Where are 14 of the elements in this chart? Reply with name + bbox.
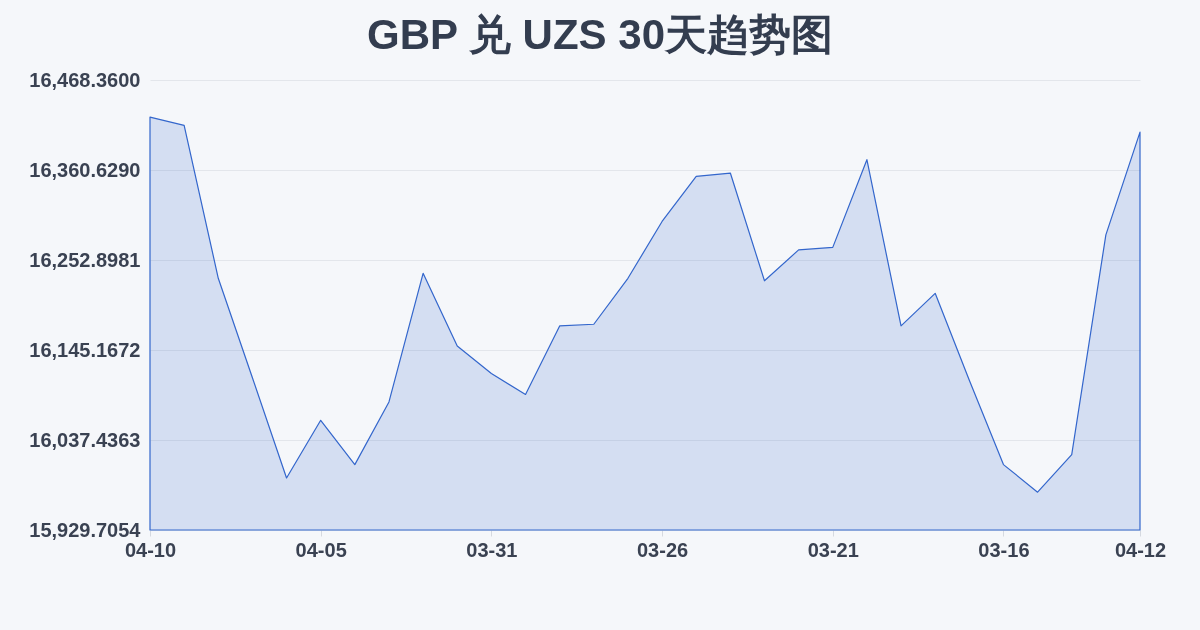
x-tick-label: 03-26: [636, 538, 689, 561]
x-tick-label: 03-31: [466, 538, 518, 561]
x-tick-label: 04-05: [295, 538, 347, 561]
x-tick-label: 04-10: [124, 538, 177, 561]
y-tick-label: 16,145.1672: [29, 338, 141, 361]
y-tick-label: 16,037.4363: [29, 428, 141, 451]
x-tick-label: 03-21: [807, 538, 859, 561]
y-tick-label: 15,929.7054: [29, 518, 142, 541]
y-tick-label: 16,252.8981: [29, 248, 141, 271]
x-tick-label: 04-12: [1114, 538, 1167, 561]
y-tick-label: 16,360.6290: [29, 158, 141, 181]
x-tick-label: 03-16: [978, 538, 1030, 561]
y-tick-label: 16,468.3600: [29, 68, 141, 91]
chart-title: GBP 兑 UZS 30天趋势图: [367, 11, 833, 58]
